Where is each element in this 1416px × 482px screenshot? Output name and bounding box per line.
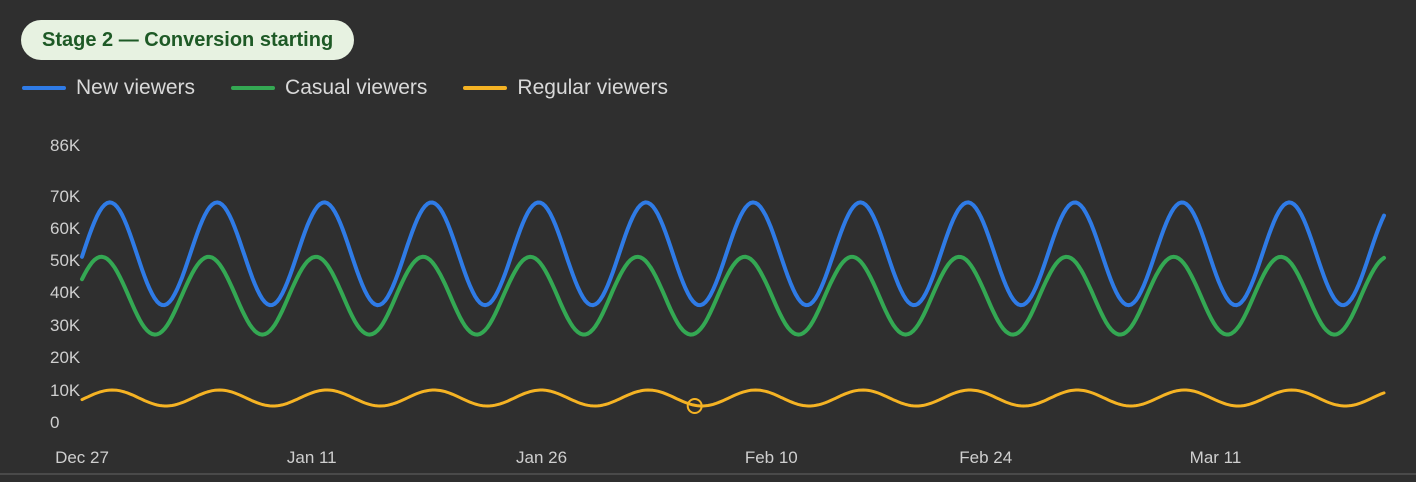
x-tick-label: Jan 26 [516,448,567,467]
y-tick-label: 50K [50,251,81,270]
y-tick-label: 60K [50,219,81,238]
y-tick-label: 20K [50,348,81,367]
legend-label-new-viewers: New viewers [76,76,196,99]
legend-label-casual-viewers: Casual viewers [285,76,428,99]
series-line-new-viewers[interactable] [80,200,1386,308]
chart-legend: New viewers Casual viewers Regular viewe… [22,76,704,100]
legend-item-new-viewers[interactable]: New viewers [22,76,195,100]
legend-label-regular-viewers: Regular viewers [517,76,668,99]
y-axis: 86K 70K 60K 50K 40K 30K 20K 10K 0 [50,136,81,432]
y-tick-label: 0 [50,413,59,432]
stage-badge: Stage 2 — Conversion starting [21,20,355,60]
highlighted-point-marker[interactable] [686,398,703,414]
x-tick-label: Mar 11 [1190,448,1242,467]
series-line-regular-viewers[interactable] [80,388,1386,408]
y-tick-label: 70K [50,187,81,206]
series-layer [80,200,1386,408]
x-tick-label: Feb 24 [959,448,1012,467]
y-tick-label: 40K [50,283,81,302]
chart-baseline [0,473,1416,475]
marker-layer [686,398,703,414]
x-tick-label: Feb 10 [745,448,798,467]
x-tick-label: Dec 27 [55,448,109,467]
y-tick-label: 10K [50,381,81,400]
y-tick-label: 30K [50,316,81,335]
legend-item-casual-viewers[interactable]: Casual viewers [231,76,427,100]
legend-swatch-regular-viewers [463,86,508,90]
y-tick-label: 86K [50,136,81,155]
legend-swatch-new-viewers [22,86,66,90]
x-tick-label: Jan 11 [287,448,337,467]
x-axis: Dec 27 Jan 11 Jan 26 Feb 10 Feb 24 Mar 11 [55,448,1241,467]
series-line-casual-viewers[interactable] [80,254,1386,337]
legend-item-regular-viewers[interactable]: Regular viewers [463,76,668,100]
stage-label: Stage 2 — Conversion starting [42,28,334,51]
legend-swatch-casual-viewers [231,86,276,90]
